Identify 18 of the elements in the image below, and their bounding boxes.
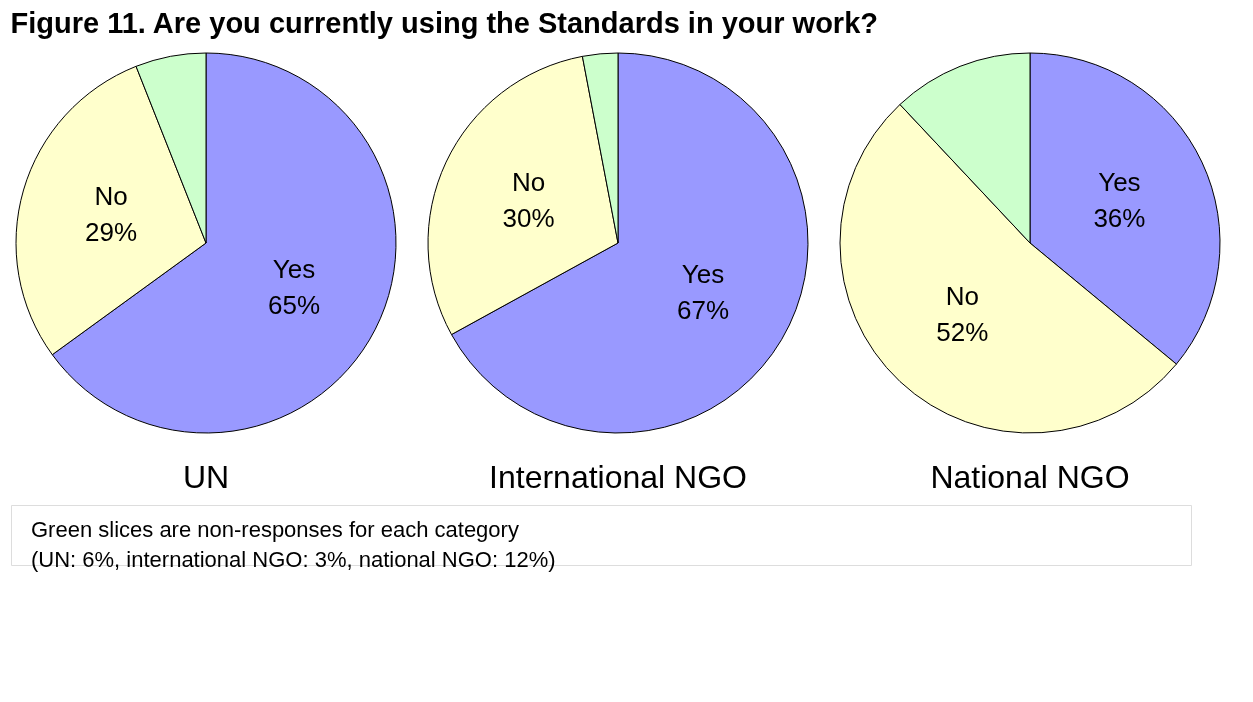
data-label: 36% [1093, 202, 1146, 233]
slice-label: No [945, 281, 979, 312]
text: UN [182, 459, 230, 495]
data-label: 67% [677, 295, 730, 326]
slice-label: Yes [681, 259, 725, 290]
slice-label: No [94, 181, 128, 212]
data-label: 52% [936, 317, 989, 348]
slice-label: No [511, 166, 546, 197]
text: Green slices are non-responses for each category [31, 517, 519, 542]
slice-label: Yes [272, 253, 316, 284]
data-label: 65% [268, 289, 321, 320]
text: (UN: 6%, international NGO: 3%, national NGO: 12%) [31, 547, 556, 572]
data-label: 29% [85, 217, 138, 248]
text: International NGO [489, 459, 747, 495]
chart-title: Figure 11. Are you currently using the Standards in your work? [10, 7, 878, 39]
text: National NGO [930, 459, 1130, 495]
slice-label: Yes [1098, 166, 1141, 197]
data-label: 30% [502, 202, 555, 233]
